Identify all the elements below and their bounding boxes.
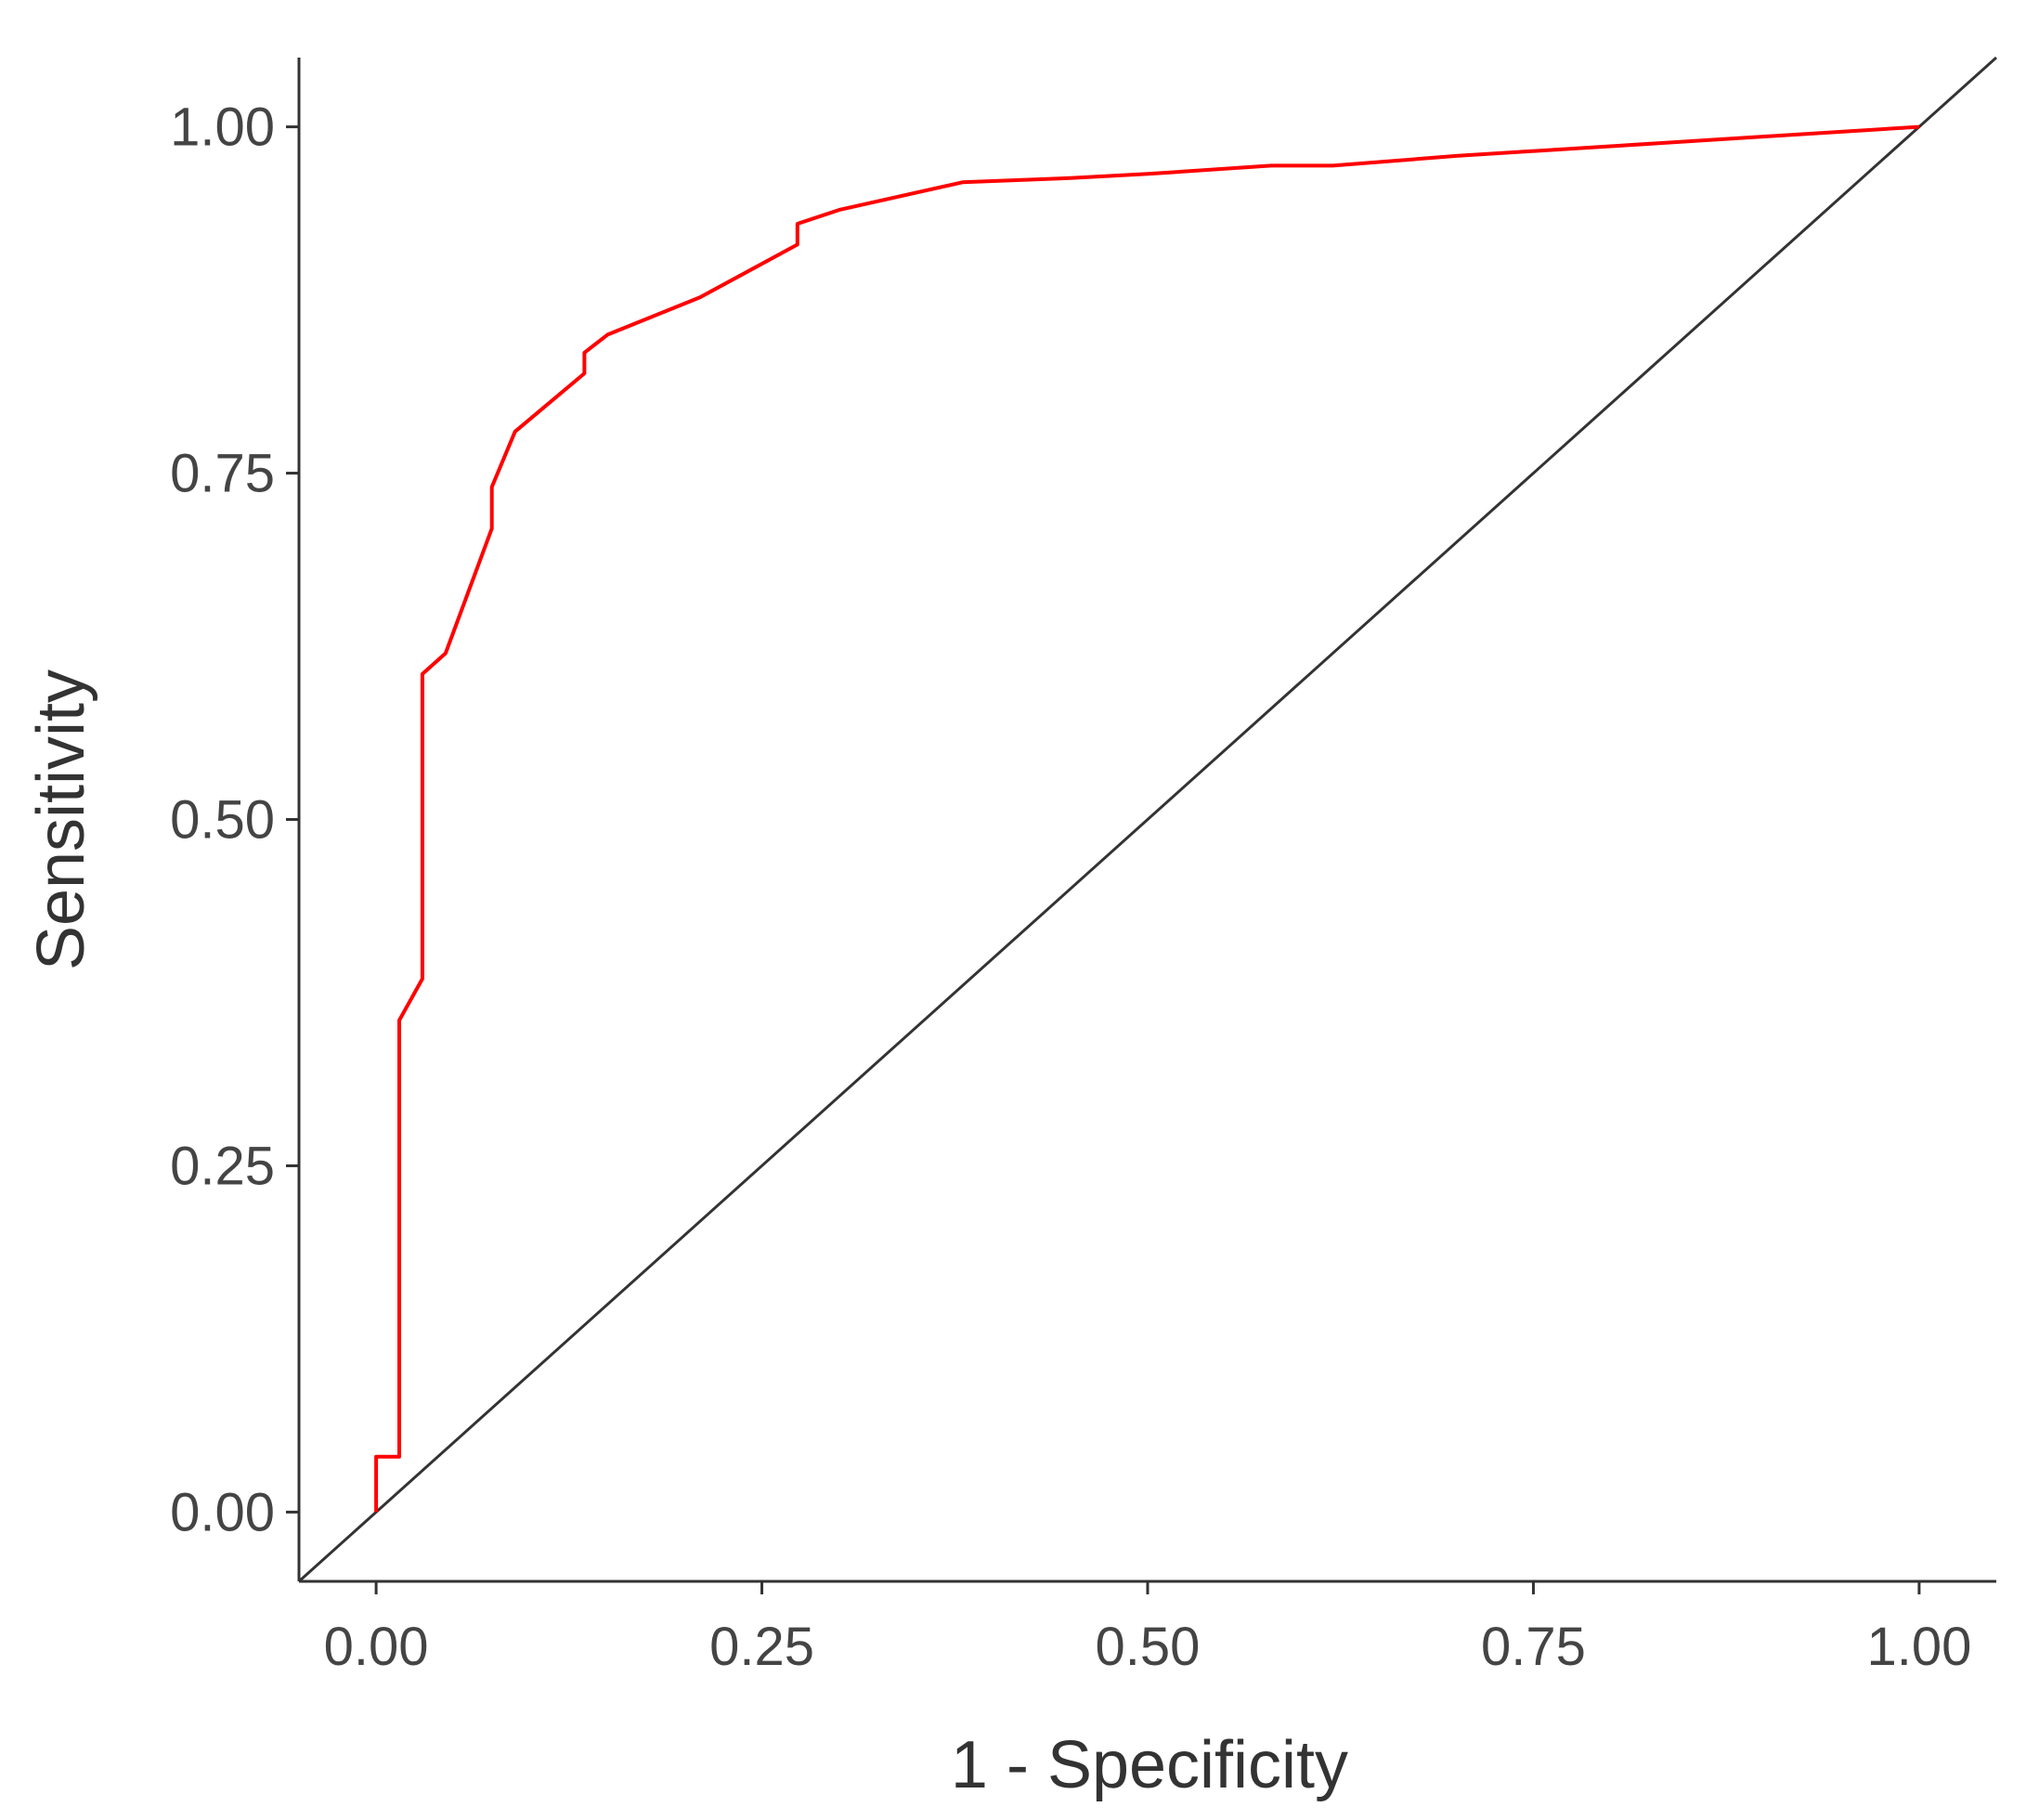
y-tick-label: 0.00	[170, 1482, 275, 1542]
y-tick-label: 0.50	[170, 790, 275, 851]
y-axis-title: Sensitivity	[24, 670, 98, 970]
x-tick-label: 0.00	[324, 1617, 429, 1677]
x-axis-title: 1 - Specificity	[951, 1728, 1348, 1802]
y-tick-label: 0.75	[170, 444, 275, 504]
x-tick-label: 0.50	[1096, 1617, 1201, 1677]
roc-curve-line	[374, 124, 1920, 1513]
x-tick-label: 0.25	[709, 1617, 814, 1677]
y-tick-label: 0.25	[170, 1136, 275, 1196]
x-tick-label: 0.75	[1481, 1617, 1586, 1677]
y-axis-ticks: 0.00 0.25 0.50 0.75 1.00	[170, 98, 299, 1542]
x-tick-label: 1.00	[1866, 1617, 1971, 1677]
x-axis-ticks: 0.00 0.25 0.50 0.75 1.00	[324, 1581, 1971, 1677]
reference-diagonal-line	[297, 56, 1998, 1583]
plot-area	[297, 56, 1998, 1583]
y-tick-label: 1.00	[170, 98, 275, 158]
